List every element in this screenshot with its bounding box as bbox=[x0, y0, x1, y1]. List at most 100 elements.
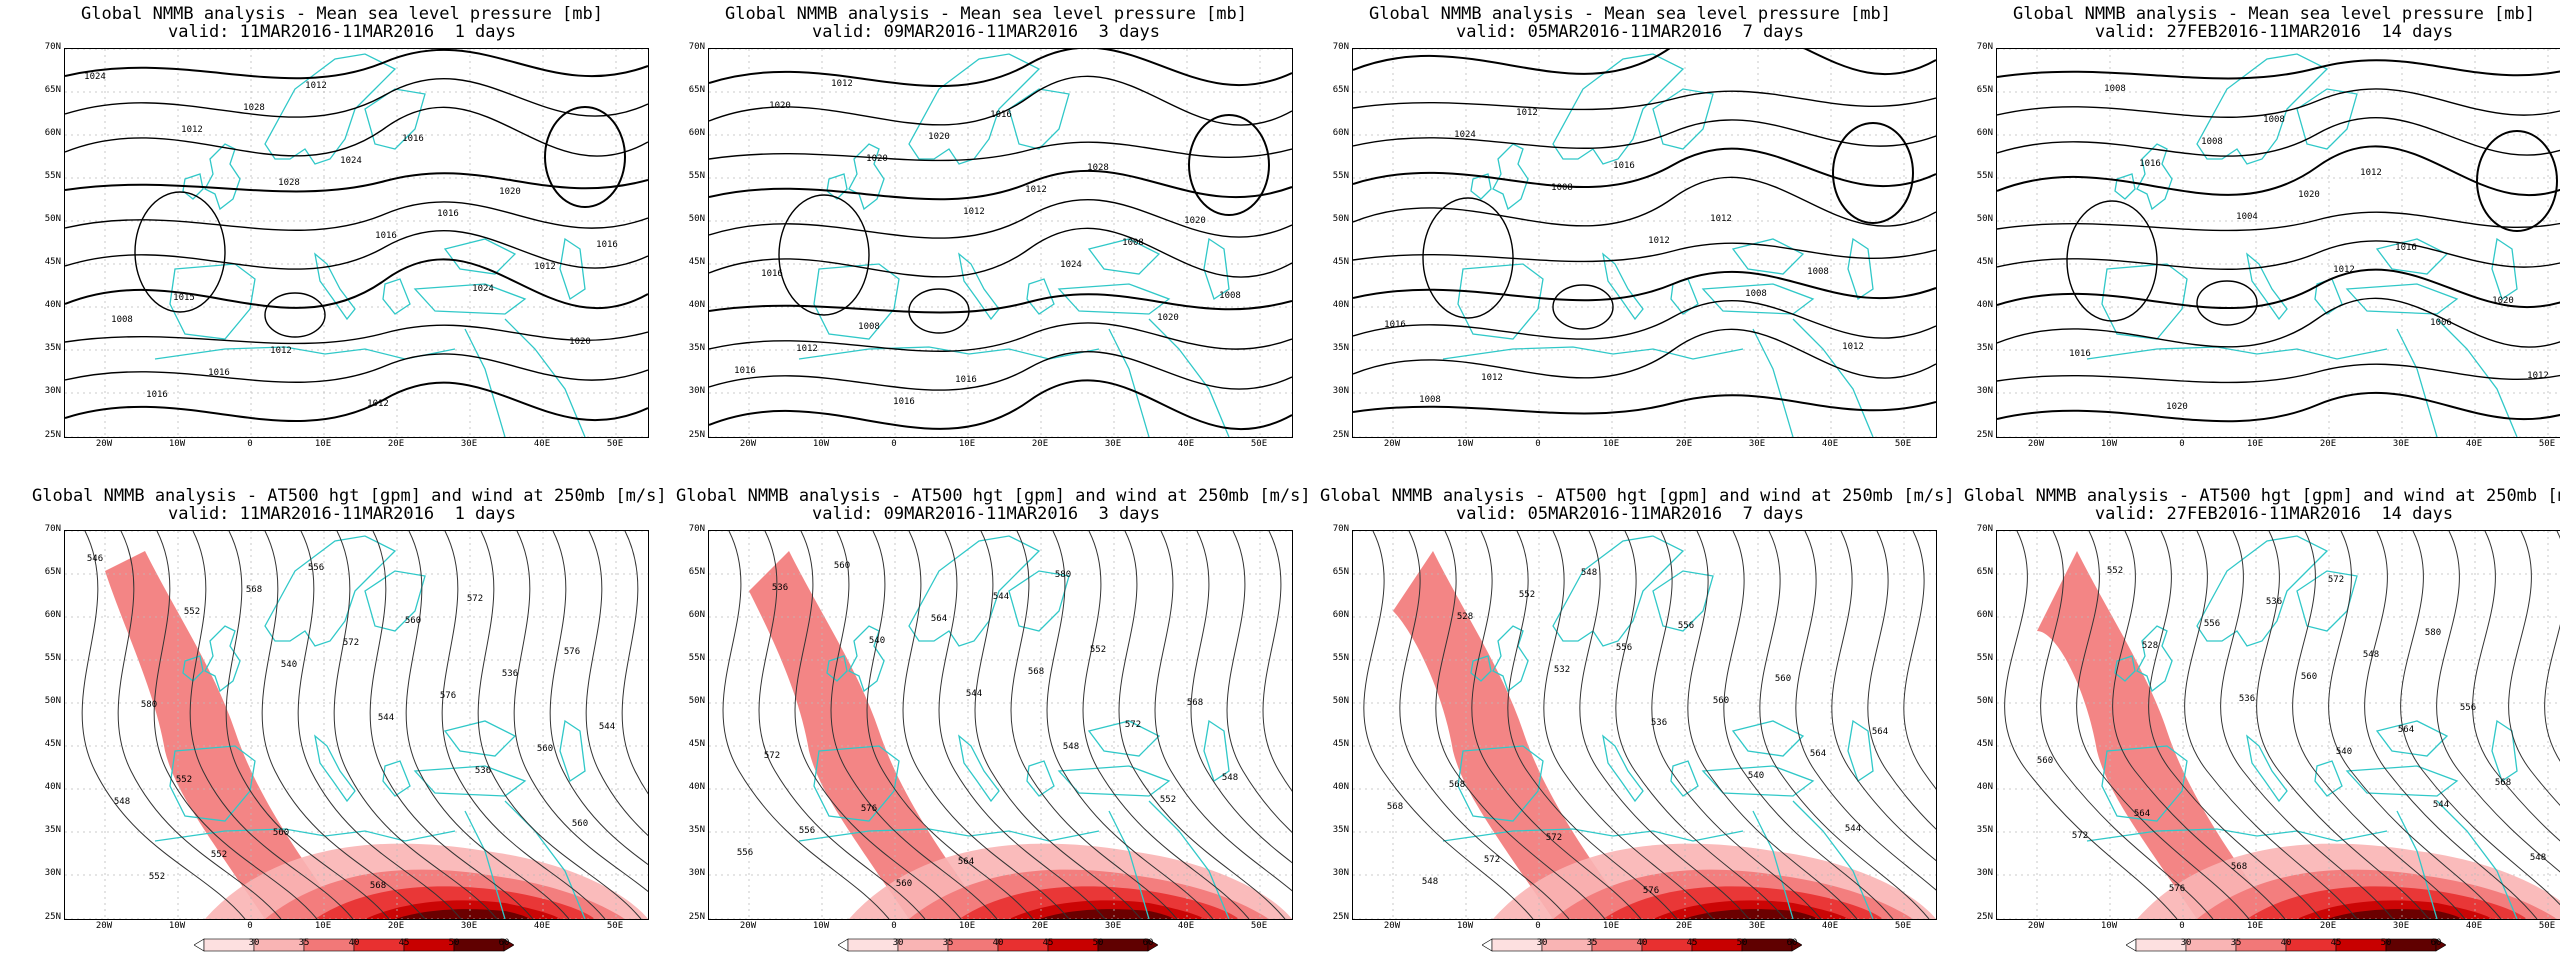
height-contour bbox=[1831, 531, 1936, 862]
isobar-line bbox=[65, 172, 648, 193]
contour-label: 560 bbox=[896, 879, 912, 889]
latitude-label: 45N bbox=[1332, 257, 1349, 267]
colorbar-tick-label: 50 bbox=[1092, 938, 1104, 948]
height-contour bbox=[1262, 531, 1292, 792]
contour-label: 560 bbox=[1713, 696, 1729, 706]
isobar-line bbox=[1188, 114, 1271, 216]
isobars bbox=[1353, 49, 1936, 415]
contour-label: 568 bbox=[246, 585, 262, 595]
contour-label: 544 bbox=[966, 689, 982, 699]
contour-label: 1012 bbox=[1516, 108, 1538, 118]
latitude-label: 65N bbox=[1332, 85, 1349, 95]
contour-label: 572 bbox=[1125, 720, 1141, 730]
wind-colorbar bbox=[1481, 938, 1803, 952]
wind-speed-shading bbox=[2037, 551, 2277, 919]
contour-label: 1008 bbox=[1745, 289, 1767, 299]
longitude-label: 40E bbox=[1821, 439, 1839, 449]
contour-label: 1012 bbox=[1842, 342, 1864, 352]
contour-label: 568 bbox=[1387, 802, 1403, 812]
isobar-line bbox=[65, 258, 648, 309]
latitude-label: 35N bbox=[1976, 825, 1993, 835]
geopotential-wind-map-panel: Global NMMB analysis - AT500 hgt [gpm] a… bbox=[676, 482, 1311, 960]
colorbar-tick-label: 60 bbox=[1142, 938, 1154, 948]
contour-label: 1016 bbox=[990, 110, 1012, 120]
contour-labels: 1024 1012 1028 1016 1024 1020 1016 1028 1024 1016… bbox=[84, 72, 618, 409]
latitude-label: 70N bbox=[1976, 42, 1993, 52]
height-contour bbox=[261, 531, 426, 919]
longitude-label: 50E bbox=[1250, 439, 1268, 449]
contour-label: 1012 bbox=[270, 346, 292, 356]
height-contour bbox=[225, 531, 390, 919]
longitude-label: 20E bbox=[1675, 439, 1693, 449]
map-area[interactable]: 1024 1008 1012 1008 1012 1008 1012 1016 1012 1008… bbox=[1352, 48, 1937, 438]
contour-label: 1012 bbox=[534, 262, 556, 272]
height-contour bbox=[1543, 531, 1714, 919]
contour-label: 536 bbox=[2239, 694, 2255, 704]
height-contours bbox=[81, 531, 648, 919]
isobar-line bbox=[65, 49, 648, 80]
longitude-label: 20W bbox=[739, 921, 757, 931]
panel-title: Global NMMB analysis - AT500 hgt [gpm] a… bbox=[32, 486, 667, 506]
contour-label: 560 bbox=[537, 744, 553, 754]
height-contour bbox=[2400, 531, 2560, 906]
map-area[interactable]: 1024 1012 1028 1016 1024 1020 1016 1028 1024 1016… bbox=[64, 48, 649, 438]
contour-label: 560 bbox=[834, 561, 850, 571]
map-area[interactable]: 546 552 540 544 536 560 552 568 572 576 560 548 552 5… bbox=[64, 530, 649, 920]
latitude-label: 35N bbox=[1976, 343, 1993, 353]
map-canvas: 528 532 536 540 544 548 552 556 560 564 568 572 548 5… bbox=[1353, 531, 1936, 919]
panel-title: Global NMMB analysis - Mean sea level pr… bbox=[2013, 4, 2535, 24]
isobar-line bbox=[1353, 394, 1936, 415]
height-contour bbox=[2436, 531, 2560, 873]
longitude-label: 20W bbox=[739, 439, 757, 449]
contour-label: 544 bbox=[378, 713, 394, 723]
colorbar-tick-label: 35 bbox=[1586, 938, 1598, 948]
map-area[interactable]: 528 532 536 540 544 548 552 556 560 564 568 572 548 5… bbox=[1352, 530, 1937, 920]
height-contour bbox=[1154, 531, 1292, 892]
isobar-line bbox=[1353, 49, 1936, 75]
height-contour bbox=[1579, 531, 1750, 919]
contour-label: 556 bbox=[1678, 621, 1694, 631]
height-contour bbox=[513, 531, 648, 893]
contour-label: 552 bbox=[2107, 566, 2123, 576]
contour-label: 564 bbox=[931, 614, 947, 624]
contour-label: 1028 bbox=[243, 103, 265, 113]
isobar-line bbox=[709, 293, 1292, 314]
contour-labels: 1020 1020 1012 1024 1020 1016 1012 1020 1012 1008… bbox=[734, 79, 1241, 407]
latitude-label: 65N bbox=[1976, 85, 1993, 95]
contour-label: 536 bbox=[475, 766, 491, 776]
map-area[interactable]: 536 540 544 548 552 556 560 564 568 572 548 556 560 5… bbox=[708, 530, 1293, 920]
contour-label: 1012 bbox=[1710, 214, 1732, 224]
isobar-line bbox=[908, 288, 970, 334]
longitude-label: 40E bbox=[1177, 439, 1195, 449]
coastline bbox=[798, 535, 1230, 919]
latitude-label: 35N bbox=[44, 343, 61, 353]
map-area[interactable]: 1016 1004 1012 1006 1012 1008 1008 1020 1016 1020… bbox=[1996, 48, 2560, 438]
longitude-label: 10W bbox=[2100, 921, 2118, 931]
map-area[interactable]: 1020 1020 1012 1024 1020 1016 1012 1020 1012 1008… bbox=[708, 48, 1293, 438]
contour-label: 572 bbox=[2072, 831, 2088, 841]
contour-label: 1016 bbox=[208, 368, 230, 378]
isobar-line bbox=[2066, 200, 2158, 322]
latitude-label: 65N bbox=[1332, 567, 1349, 577]
height-contour bbox=[2220, 531, 2394, 919]
map-area[interactable]: 528 536 540 544 548 552 556 560 564 568 572 576 536 5… bbox=[1996, 530, 2560, 920]
contour-label: 576 bbox=[564, 647, 580, 657]
isobar-line bbox=[1832, 122, 1915, 224]
contour-label: 1008 bbox=[1122, 238, 1144, 248]
contour-label: 540 bbox=[1748, 771, 1764, 781]
latitude-label: 45N bbox=[44, 739, 61, 749]
contour-labels: 1024 1008 1012 1008 1012 1008 1012 1016 1012 1008… bbox=[1384, 108, 1864, 405]
height-contour bbox=[758, 531, 926, 919]
latitude-label: 50N bbox=[688, 696, 705, 706]
contour-label: 580 bbox=[141, 700, 157, 710]
height-contour bbox=[621, 531, 648, 795]
latitude-label: 40N bbox=[1976, 300, 1993, 310]
height-contour bbox=[2004, 531, 2178, 919]
isobar-line bbox=[1353, 242, 1936, 263]
contour-label: 552 bbox=[149, 872, 165, 882]
longitude-label: 10W bbox=[2100, 439, 2118, 449]
isobar-line bbox=[1997, 240, 2560, 270]
colorbar-tick-label: 40 bbox=[992, 938, 1004, 948]
contour-label: 536 bbox=[2266, 597, 2282, 607]
longitude-label: 10E bbox=[314, 439, 332, 449]
